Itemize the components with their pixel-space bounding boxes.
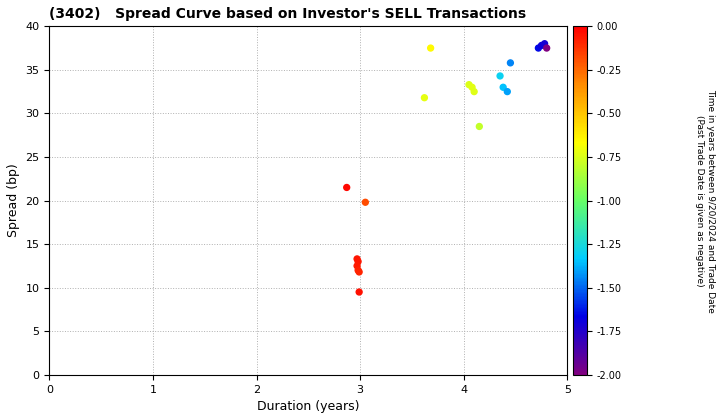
Point	[533, 45, 544, 51]
Point	[425, 45, 436, 51]
Point	[498, 84, 509, 91]
Y-axis label: Time in years between 9/20/2024 and Trade Date
(Past Trade Date is given as nega: Time in years between 9/20/2024 and Trad…	[696, 89, 715, 312]
Point	[502, 88, 513, 95]
Point	[352, 258, 364, 265]
Point	[469, 88, 480, 95]
Point	[463, 81, 474, 88]
Point	[351, 255, 363, 262]
Point	[536, 42, 547, 49]
Point	[351, 262, 363, 269]
Point	[541, 45, 552, 51]
Text: (3402)   Spread Curve based on Investor's SELL Transactions: (3402) Spread Curve based on Investor's …	[50, 7, 526, 21]
Point	[495, 73, 506, 79]
Point	[474, 123, 485, 130]
Point	[539, 40, 550, 47]
Point	[341, 184, 353, 191]
X-axis label: Duration (years): Duration (years)	[257, 400, 359, 413]
Point	[354, 269, 365, 276]
Point	[418, 94, 430, 101]
Point	[352, 267, 364, 273]
Point	[505, 60, 516, 66]
Point	[359, 199, 371, 206]
Point	[354, 289, 365, 295]
Point	[467, 84, 478, 91]
Y-axis label: Spread (bp): Spread (bp)	[7, 164, 20, 237]
